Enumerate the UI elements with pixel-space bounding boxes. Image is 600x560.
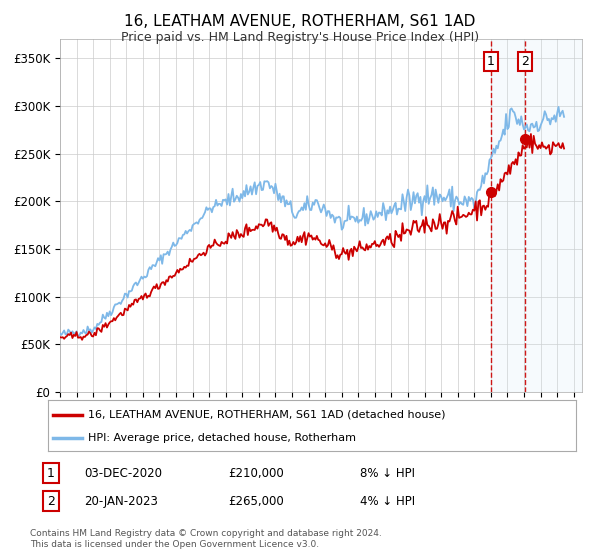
- Text: 2: 2: [521, 55, 529, 68]
- Text: 8% ↓ HPI: 8% ↓ HPI: [360, 466, 415, 480]
- Bar: [491, 39, 582, 392]
- Text: 4% ↓ HPI: 4% ↓ HPI: [360, 494, 415, 508]
- Text: 16, LEATHAM AVENUE, ROTHERHAM, S61 1AD (detached house): 16, LEATHAM AVENUE, ROTHERHAM, S61 1AD (…: [88, 409, 445, 419]
- Text: 16, LEATHAM AVENUE, ROTHERHAM, S61 1AD: 16, LEATHAM AVENUE, ROTHERHAM, S61 1AD: [124, 14, 476, 29]
- Text: Price paid vs. HM Land Registry's House Price Index (HPI): Price paid vs. HM Land Registry's House …: [121, 31, 479, 44]
- Text: 1: 1: [487, 55, 495, 68]
- Text: £265,000: £265,000: [228, 494, 284, 508]
- Text: 20-JAN-2023: 20-JAN-2023: [84, 494, 158, 508]
- Text: £210,000: £210,000: [228, 466, 284, 480]
- Text: Contains HM Land Registry data © Crown copyright and database right 2024.
This d: Contains HM Land Registry data © Crown c…: [30, 529, 382, 549]
- Text: 1: 1: [47, 466, 55, 480]
- Text: HPI: Average price, detached house, Rotherham: HPI: Average price, detached house, Roth…: [88, 433, 356, 443]
- Text: 2: 2: [47, 494, 55, 508]
- Text: 03-DEC-2020: 03-DEC-2020: [84, 466, 162, 480]
